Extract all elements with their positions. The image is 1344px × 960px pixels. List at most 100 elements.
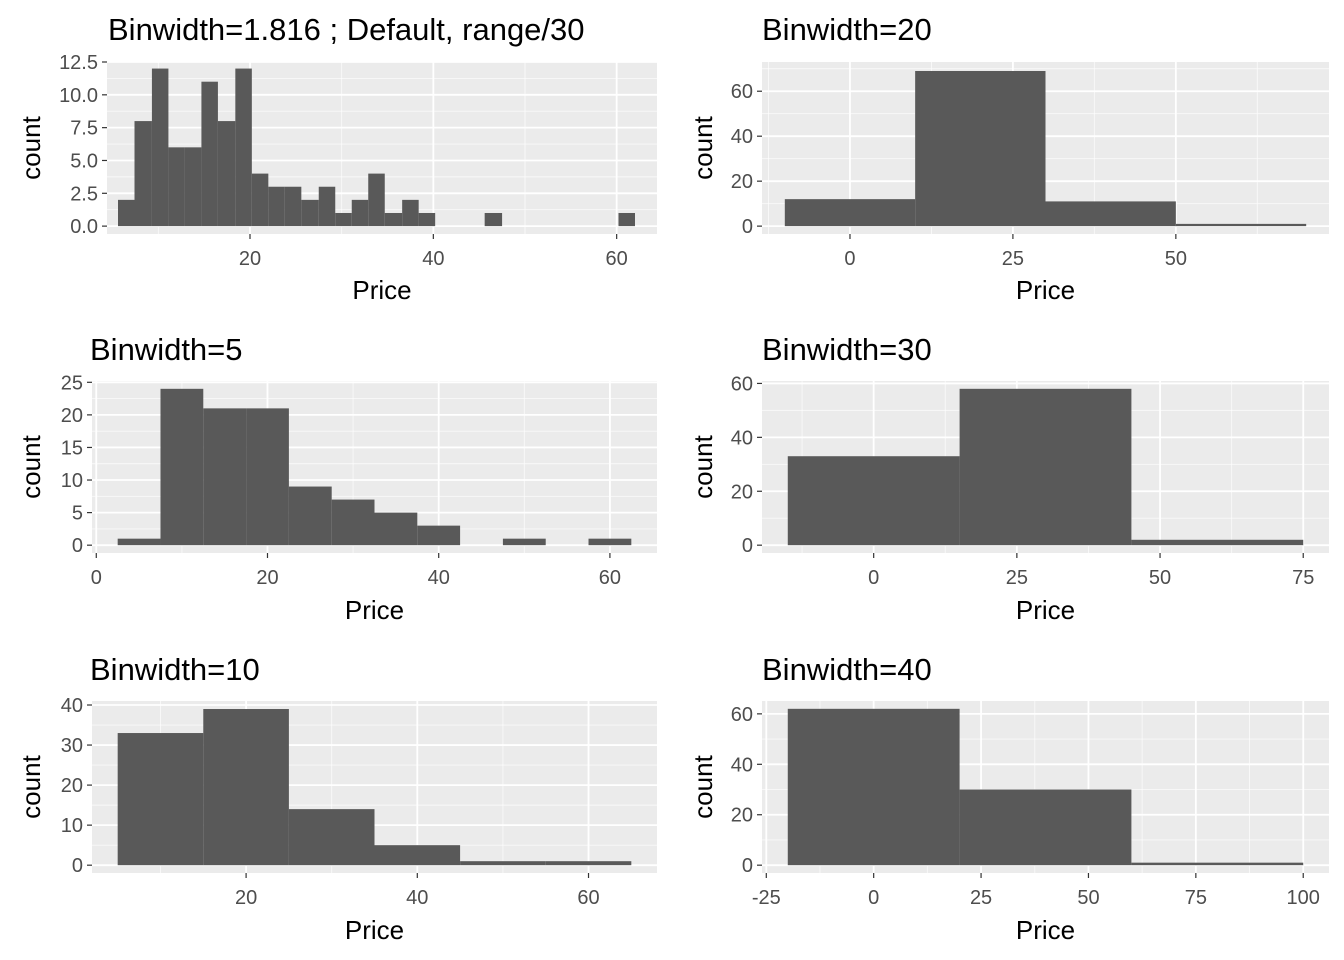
- histogram-bar: [784, 199, 916, 227]
- chart-title: Binwidth=30: [762, 332, 932, 367]
- x-axis-label: Price: [345, 915, 404, 945]
- chart-panel-6: -25 0 25 50 75 100 0 20 40 60 Binwidth=40 Price coun…: [688, 652, 1329, 945]
- histogram-bar: [318, 186, 336, 227]
- histogram-bar: [203, 408, 247, 546]
- x-tick-label: 25: [970, 887, 992, 909]
- y-tick-label: 0: [72, 535, 83, 557]
- y-tick-label: 5.0: [70, 150, 98, 172]
- x-axis-label: Price: [1016, 915, 1075, 945]
- histogram-bar: [151, 68, 169, 227]
- histogram-bar: [246, 408, 289, 546]
- y-tick-label: 2.5: [70, 183, 98, 205]
- histogram-bar: [418, 212, 436, 227]
- histogram-bar: [1045, 201, 1176, 227]
- y-tick-label: 0: [742, 855, 753, 877]
- x-tick-label: 40: [406, 887, 428, 909]
- chart-panel-5: 20 40 60 0 10 20 30 40 Binwidth=10 Price count: [16, 652, 657, 945]
- y-axis-label: count: [16, 434, 46, 498]
- x-tick-label: 40: [422, 248, 444, 270]
- y-tick-label: 20: [731, 171, 753, 193]
- y-tick-label: 20: [61, 775, 83, 797]
- histogram-bar: [184, 147, 202, 227]
- chart-panel-1: 20 40 60 0.0 2.5 5.0 7.5 10.0 12.5 Binwidth=1.816…: [16, 12, 657, 305]
- y-tick-label: 40: [731, 427, 753, 449]
- histogram-bar: [160, 388, 204, 546]
- y-tick-label: 0: [742, 535, 753, 557]
- y-tick-label: 40: [731, 754, 753, 776]
- y-tick-label: 7.5: [70, 118, 98, 140]
- chart-title: Binwidth=1.816 ; Default, range/30: [108, 12, 585, 47]
- x-tick-label: 60: [606, 248, 628, 270]
- x-tick-label: 0: [844, 248, 855, 270]
- histogram-bar: [335, 212, 352, 227]
- x-tick-label: 60: [577, 887, 599, 909]
- y-tick-label: 10.0: [59, 85, 98, 107]
- y-axis-label: count: [688, 434, 718, 498]
- histogram-bar: [201, 81, 218, 227]
- histogram-bar: [284, 186, 302, 227]
- y-tick-label: 60: [731, 373, 753, 395]
- histogram-bar: [1131, 539, 1304, 546]
- histogram-bar: [618, 212, 635, 227]
- y-tick-label: 20: [61, 405, 83, 427]
- x-tick-label: 20: [239, 248, 261, 270]
- x-tick-label: 50: [1165, 248, 1187, 270]
- x-tick-label: 50: [1149, 567, 1171, 589]
- histogram-bar: [301, 199, 319, 227]
- histogram-bar: [288, 809, 375, 866]
- histogram-bar: [402, 199, 419, 227]
- x-tick-label: 20: [235, 887, 257, 909]
- histogram-bar: [502, 538, 546, 546]
- chart-title: Binwidth=20: [762, 12, 932, 47]
- histogram-bar: [787, 708, 960, 866]
- histogram-bar: [331, 499, 375, 546]
- histogram-bar: [118, 199, 135, 227]
- chart-title: Binwidth=10: [90, 652, 260, 687]
- y-tick-label: 12.5: [59, 52, 98, 74]
- histogram-bar: [268, 186, 285, 227]
- x-tick-label: 0: [868, 567, 879, 589]
- chart-panel-4: 0 25 50 75 0 20 40 60 Binwidth=30 Price count: [688, 332, 1329, 625]
- x-tick-label: 20: [256, 567, 278, 589]
- chart-title: Binwidth=5: [90, 332, 243, 367]
- chart-panel-2: 0 25 50 0 20 40 60 Binwidth=20 Price count: [688, 12, 1329, 305]
- y-tick-label: 0.0: [70, 216, 98, 238]
- x-tick-label: 100: [1287, 887, 1320, 909]
- x-tick-label: 25: [1006, 567, 1028, 589]
- histogram-bar: [1175, 223, 1307, 227]
- y-tick-label: 15: [61, 437, 83, 459]
- y-tick-label: 10: [61, 470, 83, 492]
- histogram-bar: [374, 512, 418, 546]
- y-tick-label: 0: [742, 216, 753, 238]
- y-tick-label: 10: [61, 815, 83, 837]
- y-tick-label: 0: [72, 855, 83, 877]
- x-axis-label: Price: [345, 595, 404, 625]
- histogram-bar: [351, 199, 369, 227]
- histogram-bar: [460, 861, 546, 866]
- y-axis-label: count: [16, 754, 46, 818]
- y-axis-label: count: [688, 754, 718, 818]
- y-axis-label: count: [688, 115, 718, 179]
- histogram-bar: [787, 456, 960, 546]
- histogram-bar: [417, 525, 461, 546]
- histogram-bar: [134, 121, 152, 227]
- x-tick-label: -25: [752, 887, 781, 909]
- x-tick-label: 25: [1002, 248, 1024, 270]
- histogram-bar: [374, 845, 461, 866]
- histogram-bar: [168, 147, 185, 227]
- histogram-bar: [959, 789, 1132, 866]
- x-axis-label: Price: [1016, 275, 1075, 305]
- histogram-bar: [368, 173, 385, 227]
- x-tick-label: 60: [599, 567, 621, 589]
- x-tick-label: 40: [428, 567, 450, 589]
- y-tick-label: 40: [61, 695, 83, 717]
- histogram-bar: [545, 861, 632, 866]
- histogram-bar: [484, 212, 503, 227]
- x-tick-label: 50: [1077, 887, 1099, 909]
- histogram-bar: [384, 212, 403, 227]
- y-axis-label: count: [16, 115, 46, 179]
- histogram-bar: [203, 709, 289, 866]
- x-tick-label: 0: [868, 887, 879, 909]
- chart-title: Binwidth=40: [762, 652, 932, 687]
